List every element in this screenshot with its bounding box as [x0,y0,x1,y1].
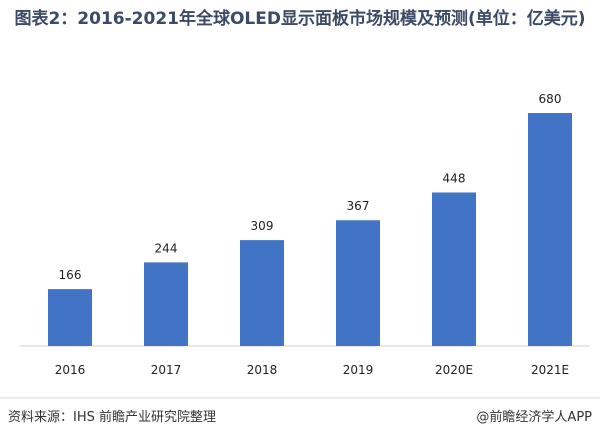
data-label: 166 [59,268,82,282]
bar [432,192,476,346]
x-tick-label: 2020E [435,363,473,377]
source-note: 资料来源：IHS 前瞻产业研究院整理 [8,410,216,425]
x-tick-label: 2021E [531,363,569,377]
bar [240,240,284,346]
data-label: 367 [347,199,370,213]
bar [144,262,188,346]
brand-note: @前瞻经济学人APP [476,410,592,425]
x-tick-label: 2016 [55,363,86,377]
bar [48,289,92,346]
data-label: 244 [155,241,178,255]
x-tick-label: 2018 [247,363,278,377]
data-label: 448 [443,171,466,185]
x-tick-label: 2017 [151,363,182,377]
x-tick-label: 2019 [343,363,374,377]
bar [336,220,380,346]
bar [528,113,572,346]
data-label: 309 [251,219,274,233]
chart-title: 图表2：2016-2021年全球OLED显示面板市场规模及预测(单位：亿美元) [14,9,586,29]
data-label: 680 [539,92,562,106]
